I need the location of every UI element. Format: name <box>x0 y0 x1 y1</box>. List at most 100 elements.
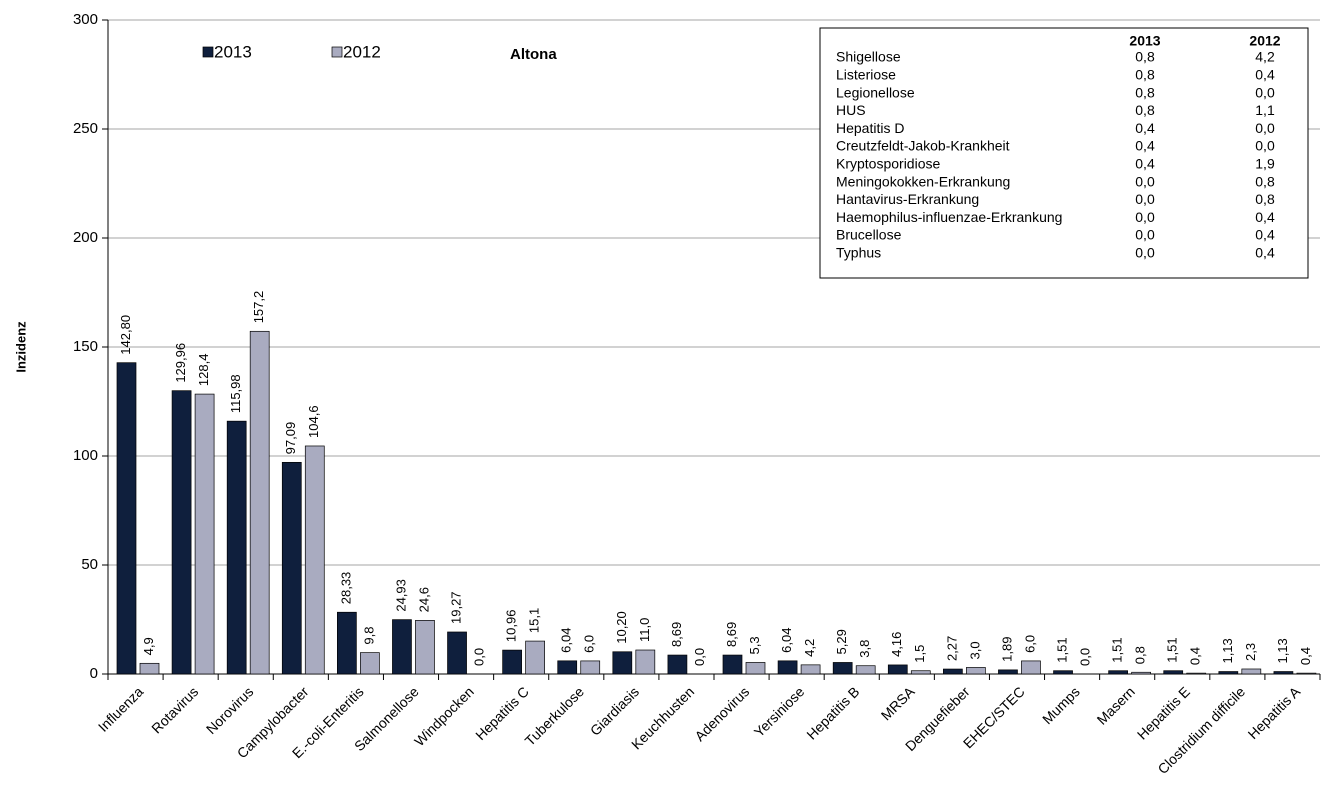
table-row-name: HUS <box>836 102 866 118</box>
value-label: 24,6 <box>416 587 431 612</box>
bar <box>139 662 160 675</box>
bar <box>116 362 137 675</box>
table-cell: 0,4 <box>1255 67 1275 83</box>
value-label: 3,8 <box>857 640 872 658</box>
bar <box>1021 660 1041 675</box>
bar <box>392 619 412 675</box>
bar <box>1273 671 1294 675</box>
value-label: 6,0 <box>1022 635 1037 653</box>
value-label: 28,33 <box>338 572 353 605</box>
x-tick-label: Hepatitis B <box>803 683 862 742</box>
value-label: 0,0 <box>471 648 486 666</box>
value-label: 5,29 <box>834 629 849 654</box>
value-label: 1,51 <box>1054 637 1069 662</box>
bar <box>194 393 215 675</box>
x-tick-label: Yersiniose <box>751 683 808 740</box>
table-cell: 0,0 <box>1135 209 1155 225</box>
value-label: 9,8 <box>361 627 376 645</box>
value-label: 0,0 <box>692 648 707 666</box>
table-header: 2012 <box>1249 33 1280 49</box>
value-label: 15,1 <box>527 608 542 633</box>
value-label: 1,5 <box>912 645 927 663</box>
value-label: 0,4 <box>1188 647 1203 665</box>
table-cell: 1,9 <box>1255 156 1275 172</box>
bar <box>1131 671 1151 675</box>
x-tick-label: Masern <box>1094 683 1138 727</box>
y-axis-label: Inzidenz <box>13 321 28 373</box>
table-row-name: Listeriose <box>836 67 896 83</box>
table-cell: 0,8 <box>1255 191 1275 207</box>
value-label: 10,96 <box>504 610 519 643</box>
value-label: 4,2 <box>802 639 817 657</box>
value-label: 6,04 <box>779 628 794 653</box>
table-frame <box>819 27 1309 279</box>
x-tick-label: MRSA <box>878 683 918 723</box>
table-cell: 0,0 <box>1135 173 1155 189</box>
table-cell: 0,8 <box>1135 67 1155 83</box>
bar <box>1163 670 1184 675</box>
bar <box>943 668 963 675</box>
table-cell: 0,4 <box>1135 138 1155 154</box>
table-row-name: Hantavirus-Erkrankung <box>836 191 979 207</box>
y-tick-label: 150 <box>73 338 98 355</box>
bar <box>800 664 821 675</box>
value-label: 6,04 <box>559 628 574 653</box>
bar <box>745 662 766 675</box>
bar <box>226 420 247 675</box>
table-cell: 0,0 <box>1135 191 1155 207</box>
table-cell: 0,4 <box>1255 209 1275 225</box>
bar <box>525 640 545 675</box>
bar <box>171 390 192 675</box>
bar <box>304 445 325 675</box>
x-tick-label: Rotavirus <box>148 683 201 736</box>
x-tick-label: Adenovirus <box>691 683 752 744</box>
value-label: 1,13 <box>1220 638 1235 663</box>
value-label: 1,51 <box>1165 637 1180 662</box>
value-label: 1,51 <box>1110 637 1125 662</box>
table-cell: 1,1 <box>1255 102 1275 118</box>
value-label: 8,69 <box>724 622 739 647</box>
bar <box>722 654 743 675</box>
table-cell: 0,0 <box>1135 227 1155 243</box>
bar <box>1241 668 1262 675</box>
inset-table: 2013 2012 Shigellose 0,8 4,2 Listeriose 0,8 0,4… <box>819 27 1309 279</box>
x-tick-label: Mumps <box>1039 683 1083 727</box>
legend-swatch <box>331 46 343 58</box>
x-tick-label: Hepatitis C <box>472 683 532 743</box>
y-tick-label: 250 <box>73 120 98 137</box>
bar <box>337 611 357 675</box>
x-tick-label: Norovirus <box>203 683 257 737</box>
table-row-name: Typhus <box>836 245 881 261</box>
value-label: 4,16 <box>889 632 904 657</box>
bar <box>557 660 578 675</box>
table-cell: 0,8 <box>1255 173 1275 189</box>
table-row-name: Meningokokken-Erkrankung <box>836 173 1010 189</box>
bar <box>249 330 270 675</box>
value-label: 5,3 <box>747 636 762 654</box>
table-cell: 0,4 <box>1135 156 1155 172</box>
table-cell: 0,4 <box>1255 245 1275 261</box>
legend-label: 2012 <box>343 42 381 61</box>
bar <box>1186 672 1207 675</box>
value-label: 115,98 <box>228 374 243 413</box>
bar <box>910 670 931 675</box>
bar <box>832 662 853 675</box>
bar <box>998 669 1018 675</box>
table-cell: 0,8 <box>1135 84 1155 100</box>
table-row-name: Legionellose <box>836 84 915 100</box>
bar <box>580 660 601 675</box>
bar <box>502 649 522 675</box>
table-row-name: Haemophilus-influenzae-Erkrankung <box>836 209 1062 225</box>
table-cell: 4,2 <box>1255 49 1275 65</box>
value-label: 8,69 <box>669 622 684 647</box>
bar <box>1218 671 1239 675</box>
bar <box>777 660 798 675</box>
table-header: 2013 <box>1129 33 1160 49</box>
legend-swatch <box>202 46 214 58</box>
bar <box>966 667 986 675</box>
value-label: 3,0 <box>967 641 982 659</box>
table-row-name: Shigellose <box>836 49 901 65</box>
bar <box>1296 672 1317 675</box>
value-label: 2,3 <box>1243 643 1258 661</box>
annotation: Altona <box>510 46 557 63</box>
